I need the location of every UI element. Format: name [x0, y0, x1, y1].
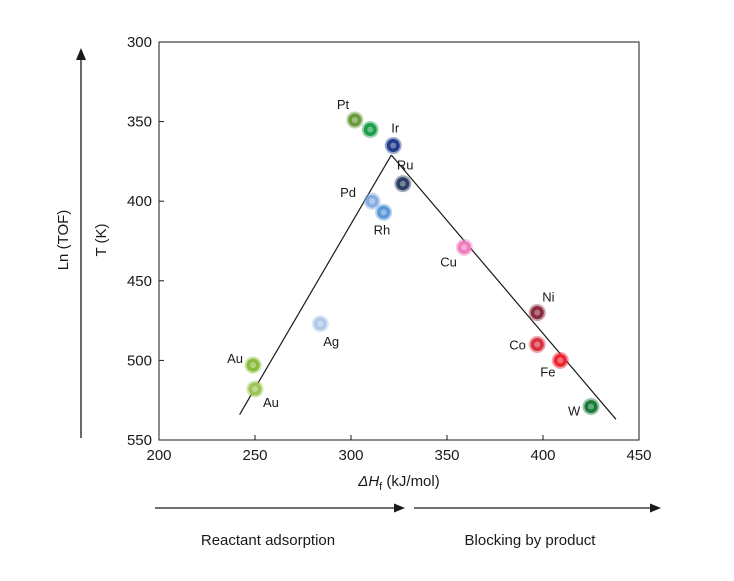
x-axis: 200 250 300 350 400 450: [146, 435, 652, 464]
data-point: [361, 121, 379, 139]
outer-y-axis-title: Ln (TOF): [55, 210, 72, 271]
data-point-marker: [246, 358, 260, 372]
data-point: [375, 203, 393, 221]
y-tick-label: 450: [127, 273, 152, 290]
y-tick-label: 350: [127, 114, 152, 131]
data-point-core: [250, 362, 257, 369]
point-label-au: Au: [263, 395, 279, 410]
data-point-marker: [313, 317, 327, 331]
left-footer-arrowhead: [394, 503, 405, 513]
y-tick-label: 500: [127, 352, 152, 369]
y-tick-label: 550: [127, 432, 152, 449]
data-point: [363, 192, 381, 210]
point-label-au: Au: [227, 351, 243, 366]
data-point-core: [351, 117, 358, 124]
point-label-pd: Pd: [340, 185, 356, 200]
data-point: [346, 111, 364, 129]
x-tick-label: 350: [434, 447, 459, 464]
data-point: [384, 136, 402, 154]
y-tick-label: 300: [127, 34, 152, 51]
plot-frame: [158, 41, 640, 441]
point-label-cu: Cu: [440, 254, 457, 269]
right-footer-arrowhead: [650, 503, 661, 513]
data-point-core: [369, 198, 376, 205]
data-point-marker: [248, 382, 262, 396]
data-point: [311, 315, 329, 333]
data-point-marker: [363, 123, 377, 137]
data-point-core: [557, 357, 564, 364]
data-point: [551, 351, 569, 369]
data-point-marker: [396, 177, 410, 191]
data-point: [246, 380, 264, 398]
point-labels: Pt Ir Ru Pd Rh Cu Ag Ni Co Fe W Au Au: [227, 97, 581, 419]
outer-y-arrowhead: [76, 48, 86, 60]
data-point-core: [317, 320, 324, 327]
data-point-core: [534, 341, 541, 348]
point-label-rh: Rh: [374, 222, 391, 237]
data-point-marker: [530, 337, 544, 351]
data-points: [244, 111, 600, 416]
data-point-core: [252, 386, 258, 393]
trend-line: [239, 154, 392, 415]
y-tick-label: 400: [127, 193, 152, 210]
point-label-ag: Ag: [323, 334, 339, 349]
data-point: [244, 356, 262, 374]
point-label-ir: Ir: [391, 120, 400, 135]
x-tick-label: 400: [530, 447, 555, 464]
data-point-marker: [348, 113, 362, 127]
data-point-marker: [386, 138, 400, 152]
footer-left-label: Reactant adsorption: [201, 532, 335, 549]
data-point: [528, 335, 546, 353]
data-point: [582, 398, 600, 416]
point-label-w: W: [568, 404, 581, 419]
point-label-pt: Pt: [337, 97, 350, 112]
trend-line: [390, 154, 617, 420]
y-axis-title: T (K): [93, 223, 110, 256]
x-tick-label: 250: [242, 447, 267, 464]
footer-right-label: Blocking by product: [465, 532, 597, 549]
x-axis-title: ΔHf (kJ/mol): [357, 473, 439, 493]
point-label-ru: Ru: [397, 158, 414, 173]
data-point-core: [588, 403, 594, 410]
data-point-core: [534, 309, 541, 316]
data-point-marker: [457, 240, 471, 254]
x-tick-label: 300: [338, 447, 363, 464]
data-point: [455, 238, 473, 256]
data-point-marker: [584, 400, 598, 414]
data-point-marker: [377, 205, 391, 219]
data-point: [528, 304, 546, 322]
data-point-core: [390, 142, 397, 149]
trend-lines: [239, 154, 617, 420]
data-point-core: [461, 244, 468, 251]
point-label-co: Co: [509, 337, 526, 352]
point-label-fe: Fe: [540, 364, 555, 379]
data-point-marker: [530, 306, 544, 320]
x-tick-label: 450: [626, 447, 651, 464]
x-tick-label: 200: [146, 447, 171, 464]
data-point-marker: [365, 194, 379, 208]
data-point-marker: [553, 353, 567, 367]
data-point-core: [380, 209, 387, 216]
y-axis: 300 350 400 450 500 550: [127, 34, 164, 449]
data-point-core: [367, 126, 374, 133]
data-point: [394, 175, 412, 193]
data-point-core: [399, 180, 406, 187]
point-label-ni: Ni: [542, 290, 554, 305]
